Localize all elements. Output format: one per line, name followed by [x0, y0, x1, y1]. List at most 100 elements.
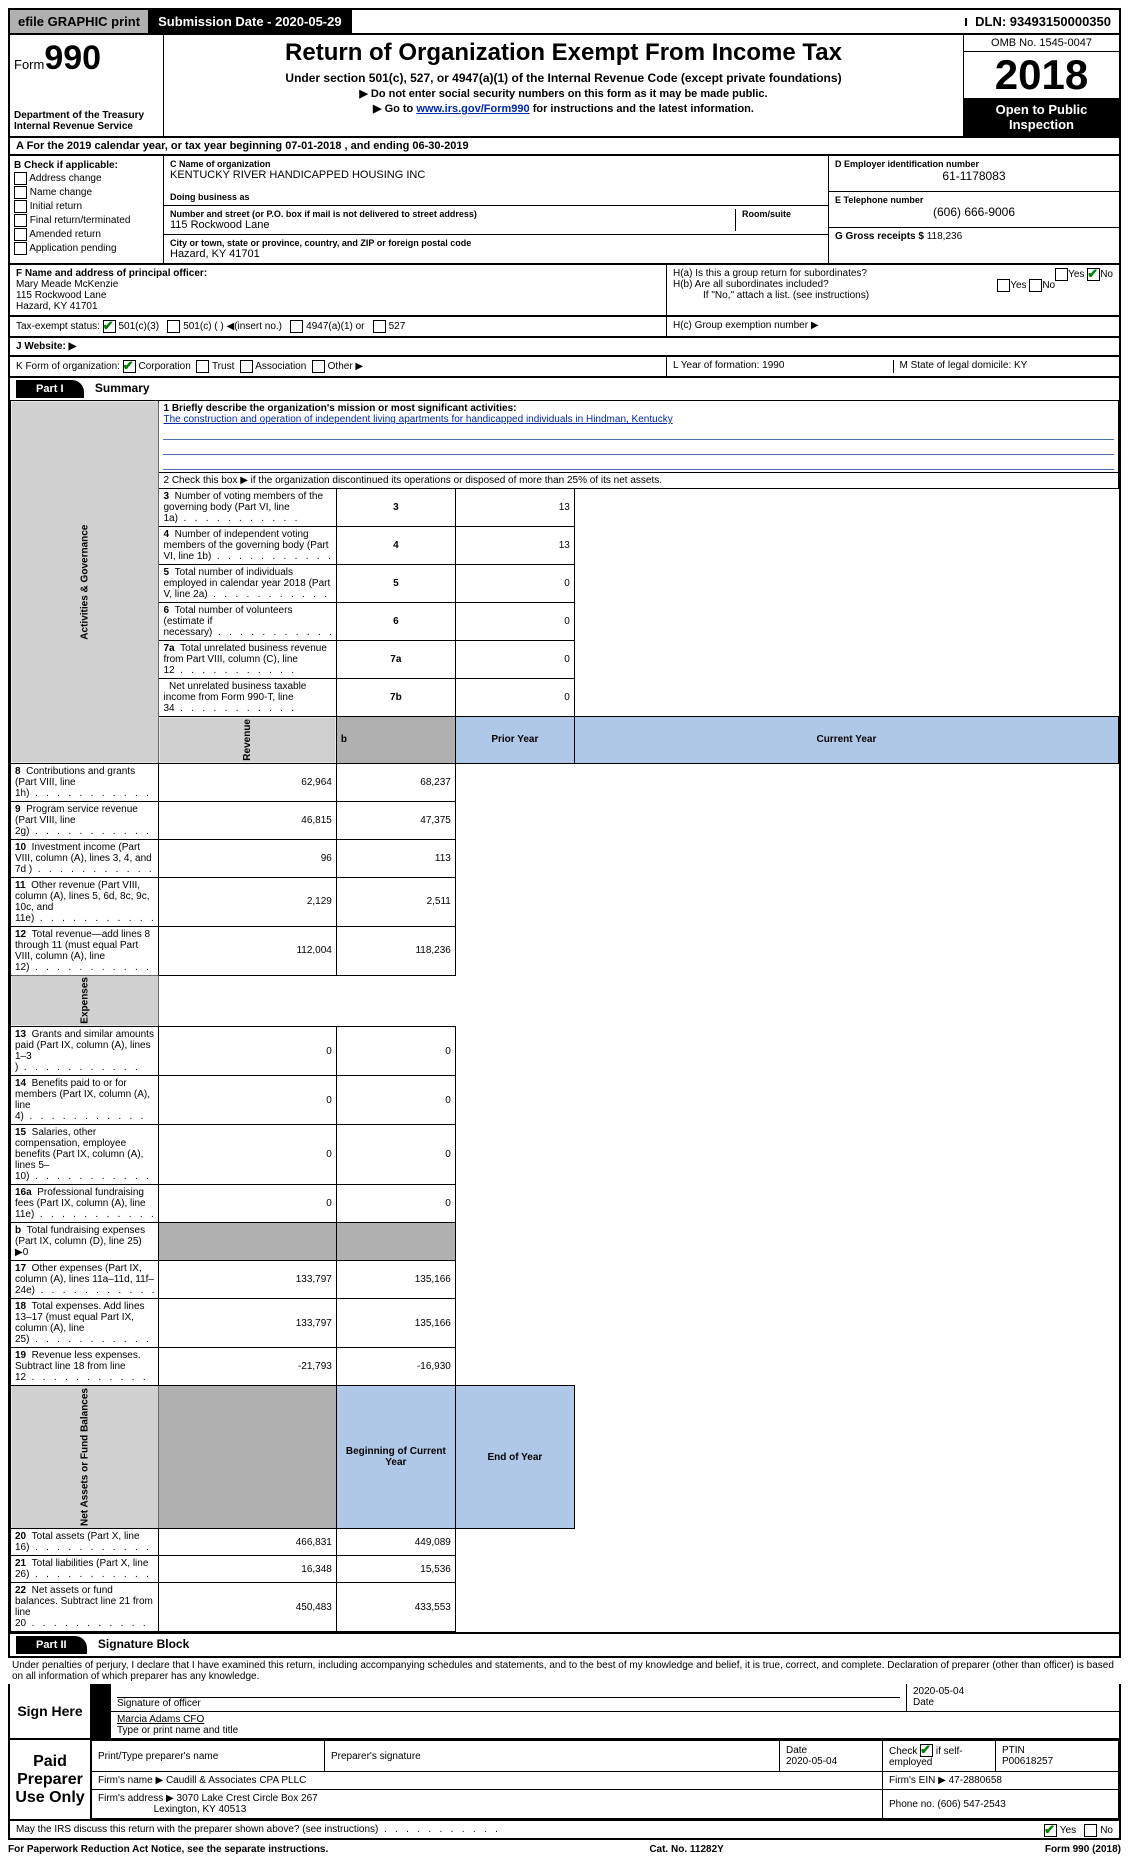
- sign-here-label: Sign Here: [10, 1684, 91, 1738]
- sig-date: 2020-05-04: [913, 1686, 964, 1697]
- end-year-header: End of Year: [455, 1386, 574, 1529]
- ein-label: D Employer identification number: [835, 159, 1113, 169]
- state-domicile: M State of legal domicile: KY: [894, 360, 1114, 373]
- spacer: [352, 18, 968, 26]
- box-c: C Name of organization KENTUCKY RIVER HA…: [164, 156, 829, 263]
- officer-title-label: Type or print name and title: [117, 1725, 238, 1736]
- note-suffix: for instructions and the latest informat…: [530, 103, 754, 115]
- website-label: J Website: ▶: [16, 341, 76, 352]
- ha-row: H(a) Is this a group return for subordin…: [673, 268, 1113, 279]
- city-label: City or town, state or province, country…: [170, 238, 822, 248]
- beginning-year-header: Beginning of Current Year: [336, 1386, 455, 1529]
- application-pending-check[interactable]: Application pending: [14, 242, 159, 255]
- self-employed-check[interactable]: Check if self-employed: [889, 1746, 963, 1769]
- q1-label: 1 Briefly describe the organization's mi…: [163, 403, 516, 414]
- phone-label: E Telephone number: [835, 195, 1113, 205]
- ein-value: 61-1178083: [835, 169, 1113, 183]
- amended-return-check[interactable]: Amended return: [14, 228, 159, 241]
- sig-officer-label: Signature of officer: [117, 1698, 201, 1709]
- association-check[interactable]: [240, 360, 253, 373]
- summary-table: Activities & Governance 1 Briefly descri…: [10, 400, 1119, 1632]
- discuss-row: May the IRS discuss this return with the…: [8, 1821, 1121, 1840]
- gross-label: G Gross receipts $: [835, 231, 924, 242]
- trust-check[interactable]: [196, 360, 209, 373]
- tax-status-label: Tax-exempt status:: [16, 321, 100, 332]
- prep-name-label: Print/Type preparer's name: [92, 1741, 325, 1772]
- date-label2: Date: [786, 1745, 807, 1756]
- 527-check[interactable]: [373, 320, 386, 333]
- final-return-check[interactable]: Final return/terminated: [14, 214, 159, 227]
- form-number: Form990: [14, 39, 159, 78]
- firm-phone: (606) 547-2543: [937, 1799, 1005, 1810]
- tax-year: 2018: [964, 52, 1119, 98]
- other-check[interactable]: [312, 360, 325, 373]
- arrow-icon: [91, 1684, 111, 1711]
- tax-status-row: Tax-exempt status: 501(c)(3) 501(c) ( ) …: [8, 317, 1121, 338]
- paid-preparer-block: Paid Preparer Use Only Print/Type prepar…: [8, 1740, 1121, 1821]
- firm-ein-label: Firm's EIN ▶: [889, 1775, 946, 1786]
- date-label: Date: [913, 1697, 934, 1708]
- officer-name-sig: Marcia Adams CFO: [117, 1714, 204, 1725]
- 501c-check[interactable]: [167, 320, 180, 333]
- box-b: B Check if applicable: Address change Na…: [10, 156, 164, 263]
- prep-sig-label: Preparer's signature: [325, 1741, 780, 1772]
- phone-value: (606) 666-9006: [835, 205, 1113, 219]
- note-prefix: ▶ Go to: [373, 103, 416, 115]
- room-label: Room/suite: [742, 209, 822, 219]
- q2-text: 2 Check this box ▶ if the organization d…: [159, 473, 1119, 489]
- paperwork-notice: For Paperwork Reduction Act Notice, see …: [8, 1844, 328, 1855]
- instructions-link[interactable]: www.irs.gov/Form990: [416, 103, 529, 115]
- top-bar: efile GRAPHIC print Submission Date - 20…: [8, 8, 1121, 35]
- footer: For Paperwork Reduction Act Notice, see …: [8, 1840, 1121, 1855]
- identification-section: B Check if applicable: Address change Na…: [8, 156, 1121, 265]
- corporation-check[interactable]: [123, 360, 136, 373]
- cat-number: Cat. No. 11282Y: [649, 1844, 723, 1855]
- penalty-text: Under penalties of perjury, I declare th…: [8, 1658, 1121, 1684]
- form-footer: Form 990 (2018): [1045, 1844, 1121, 1855]
- box-b-label: B Check if applicable:: [14, 160, 118, 171]
- org-form-label: K Form of organization:: [16, 361, 120, 372]
- firm-addr-label: Firm's address ▶: [98, 1793, 174, 1804]
- address-change-check[interactable]: Address change: [14, 172, 159, 185]
- side-net-assets: Net Assets or Fund Balances: [11, 1386, 159, 1529]
- instructions-note: ▶ Go to www.irs.gov/Form990 for instruct…: [172, 102, 955, 115]
- name-change-check[interactable]: Name change: [14, 186, 159, 199]
- submission-date: Submission Date - 2020-05-29: [150, 10, 352, 33]
- discuss-no-check[interactable]: [1084, 1824, 1097, 1837]
- side-revenue: Revenue: [159, 717, 336, 764]
- org-name: KENTUCKY RIVER HANDICAPPED HOUSING INC: [170, 169, 822, 181]
- firm-name: Caudill & Associates CPA PLLC: [166, 1775, 306, 1786]
- form-label: Form: [14, 57, 44, 72]
- 4947-check[interactable]: [290, 320, 303, 333]
- sign-here-block: Sign Here Signature of officer 2020-05-0…: [8, 1684, 1121, 1740]
- public-inspection: Open to Public Inspection: [964, 98, 1119, 136]
- firm-ein: 47-2880658: [949, 1775, 1002, 1786]
- form-990: 990: [44, 39, 101, 77]
- discuss-yes-check[interactable]: [1044, 1824, 1057, 1837]
- box-d-e-g: D Employer identification number 61-1178…: [829, 156, 1119, 263]
- omb-number: OMB No. 1545-0047: [964, 35, 1119, 52]
- form-header: Form990 Department of the Treasury Inter…: [8, 35, 1121, 138]
- part2-header: Part II: [16, 1636, 87, 1654]
- dept-treasury: Department of the Treasury Internal Reve…: [14, 110, 144, 132]
- ptin-value: P00618257: [1002, 1756, 1053, 1767]
- initial-return-check[interactable]: Initial return: [14, 200, 159, 213]
- org-name-label: C Name of organization: [170, 159, 822, 169]
- city-state-zip: Hazard, KY 41701: [170, 248, 822, 260]
- privacy-note: ▶ Do not enter social security numbers o…: [172, 87, 955, 100]
- street-label: Number and street (or P.O. box if mail i…: [170, 209, 735, 219]
- part1-title: Summary: [95, 381, 150, 395]
- year-formation: L Year of formation: 1990: [673, 360, 894, 373]
- arrow-icon: [91, 1712, 111, 1738]
- prior-year-header: Prior Year: [455, 717, 574, 764]
- firm-addr2: Lexington, KY 40513: [154, 1804, 247, 1815]
- prep-date: 2020-05-04: [786, 1756, 837, 1767]
- hb-row: H(b) Are all subordinates included? Yes …: [673, 279, 1113, 290]
- 501c3-check[interactable]: [103, 320, 116, 333]
- efile-label[interactable]: efile GRAPHIC print: [10, 10, 150, 33]
- firm-phone-label: Phone no.: [889, 1799, 935, 1810]
- current-year-header: Current Year: [574, 717, 1118, 764]
- part2-title: Signature Block: [98, 1637, 189, 1651]
- officer-addr2: Hazard, KY 41701: [16, 301, 98, 312]
- q1-text: The construction and operation of indepe…: [163, 414, 672, 425]
